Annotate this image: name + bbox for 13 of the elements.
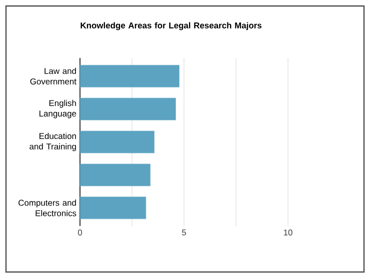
y-tick-label: Education and Training	[30, 132, 76, 152]
bar	[80, 130, 154, 154]
x-tick-label: 0	[78, 230, 82, 236]
y-tick-label: Law and Government	[30, 68, 76, 84]
y-tick-label: Computers and Electronics	[18, 200, 76, 216]
chart-title: Knowledge Areas for Legal Research Majors	[80, 22, 262, 30]
bar	[80, 164, 151, 186]
x-tick-label: 10	[284, 230, 292, 236]
bar	[80, 196, 146, 220]
y-tick-label: English Language	[39, 100, 76, 118]
bar	[80, 98, 176, 120]
bar	[80, 64, 180, 88]
x-tick-label: 5	[182, 230, 186, 236]
